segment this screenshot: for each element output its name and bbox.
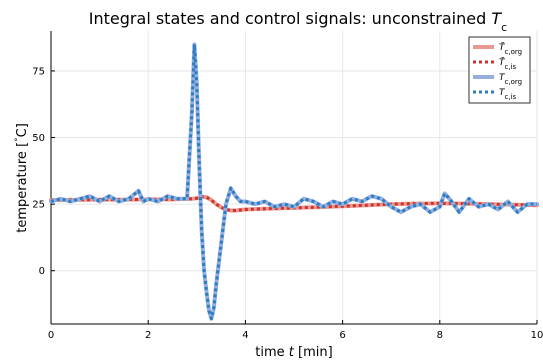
x-tick-label: 4 <box>242 330 248 341</box>
y-tick-label: 75 <box>32 66 45 77</box>
y-ticks: 0 25 50 75 <box>32 66 55 277</box>
x-tick-label: 0 <box>48 330 54 341</box>
x-tick-label: 2 <box>145 330 151 341</box>
y-tick-label: 0 <box>39 266 45 277</box>
x-tick-label: 8 <box>437 330 443 341</box>
x-tick-label: 10 <box>531 330 543 341</box>
y-tick-label: 50 <box>32 133 45 144</box>
x-axis-label: time t [min] <box>255 345 332 360</box>
x-tick-label: 6 <box>339 330 345 341</box>
legend-label-3: Tc,is <box>499 88 517 101</box>
y-axis-label: temperature [°C] <box>14 123 30 233</box>
legend-label-0: T̄c,org <box>499 41 522 56</box>
series-line-3 <box>50 42 537 321</box>
legend-label-1: T̄c,is <box>499 56 517 71</box>
chart-title: Integral states and control signals: unc… <box>89 9 507 34</box>
legend-label-2: Tc,org <box>499 73 522 86</box>
series-lines <box>49 42 539 321</box>
y-tick-label: 25 <box>32 200 45 211</box>
x-ticks: 0 2 4 6 8 10 <box>48 320 543 341</box>
